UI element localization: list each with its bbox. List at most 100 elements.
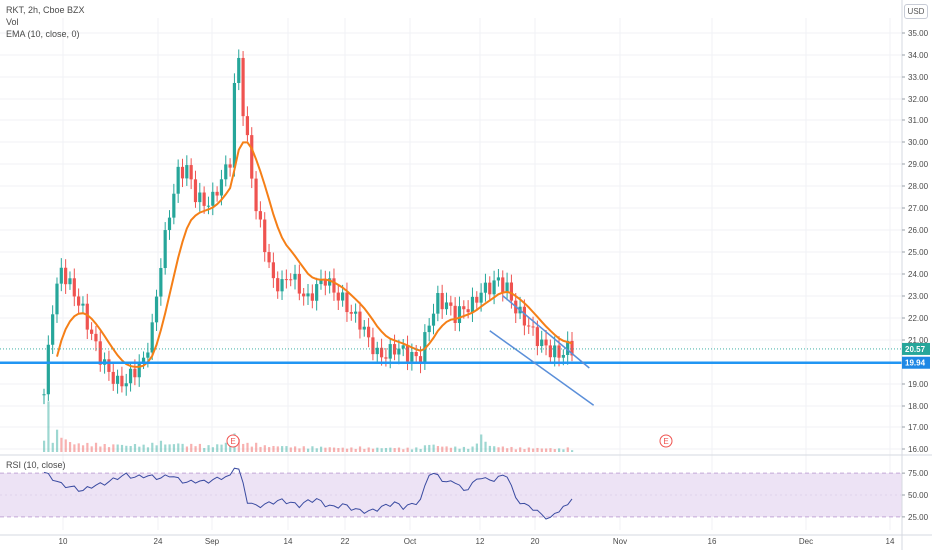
price-tick-label: 18.00 bbox=[908, 402, 929, 411]
volume-bar bbox=[203, 448, 206, 452]
volume-bar bbox=[493, 446, 496, 452]
volume-bar bbox=[298, 448, 301, 452]
candle-body bbox=[410, 351, 414, 362]
candle-body bbox=[544, 339, 548, 346]
volume-bar bbox=[549, 448, 552, 452]
candle-body bbox=[553, 345, 557, 358]
volume-bar bbox=[432, 444, 435, 452]
trend-drawings[interactable] bbox=[0, 295, 902, 406]
candle-body bbox=[505, 282, 509, 293]
candle-body bbox=[111, 371, 115, 384]
time-tick-label: 24 bbox=[154, 537, 163, 546]
candle-body bbox=[254, 178, 258, 212]
volume-bar bbox=[250, 446, 253, 452]
volume-bar bbox=[536, 447, 539, 452]
candle-body bbox=[405, 345, 410, 362]
volume-bar bbox=[68, 442, 72, 452]
volume-bar bbox=[458, 448, 461, 452]
candle-body bbox=[297, 273, 301, 294]
rsi-line bbox=[43, 467, 573, 520]
candle-body bbox=[557, 345, 561, 358]
price-tick-label: 33.00 bbox=[908, 73, 929, 82]
last-price-tag: 20.57 bbox=[905, 345, 926, 354]
volume-bar bbox=[289, 447, 292, 452]
volume-bar bbox=[514, 449, 517, 452]
volume-bar bbox=[566, 447, 569, 452]
candle-body bbox=[366, 326, 371, 338]
volume-bar bbox=[99, 446, 102, 452]
volume-bar bbox=[151, 442, 154, 452]
volume-bar bbox=[185, 446, 189, 452]
currency-button[interactable]: USD bbox=[904, 4, 928, 19]
earnings-marker-label: E bbox=[230, 437, 235, 446]
candle-body bbox=[349, 312, 353, 314]
volume-bar bbox=[177, 443, 180, 452]
candle-body bbox=[137, 363, 141, 378]
candle-body bbox=[94, 333, 98, 342]
price-tick-label: 29.00 bbox=[908, 160, 929, 169]
rsi-legend[interactable]: RSI (10, close) bbox=[6, 460, 66, 470]
volume-bar bbox=[497, 447, 500, 452]
volume-bar bbox=[475, 443, 478, 452]
support-price-tag: 19.94 bbox=[905, 359, 926, 368]
volume-bar bbox=[523, 449, 526, 452]
symbol-legend[interactable]: RKT, 2h, Cboe BZX bbox=[6, 5, 85, 15]
price-tick-label: 24.00 bbox=[908, 270, 929, 279]
candle-body bbox=[150, 322, 154, 353]
time-tick-label: 16 bbox=[708, 537, 717, 546]
volume-bar bbox=[402, 449, 405, 452]
candle-body bbox=[323, 279, 327, 286]
candle-body bbox=[81, 303, 85, 306]
rsi-tick-label: 75.00 bbox=[908, 469, 929, 478]
candle-body bbox=[561, 354, 565, 358]
channel-lower-line bbox=[489, 330, 595, 406]
volume-bar bbox=[354, 448, 357, 452]
volume-bar bbox=[55, 429, 59, 452]
candle-body bbox=[215, 191, 219, 196]
candle-body bbox=[154, 296, 159, 323]
candle-body bbox=[55, 283, 59, 315]
volume-bar bbox=[190, 443, 193, 452]
volume-bar bbox=[471, 446, 474, 452]
volume-bar bbox=[332, 447, 336, 452]
candle-body bbox=[280, 279, 284, 292]
time-tick-label: 22 bbox=[341, 537, 350, 546]
volume-legend[interactable]: Vol bbox=[6, 17, 19, 27]
candle-body bbox=[198, 192, 202, 203]
volume-bar bbox=[181, 443, 184, 452]
volume-bar bbox=[73, 444, 76, 452]
volume-bar bbox=[120, 444, 124, 452]
volume-bar bbox=[146, 447, 150, 452]
volume-bar bbox=[358, 446, 362, 452]
volume-bar bbox=[393, 448, 396, 452]
price-tick-label: 19.00 bbox=[908, 380, 929, 389]
ema-legend[interactable]: EMA (10, close, 0) bbox=[6, 29, 80, 39]
volume-bar bbox=[129, 446, 132, 452]
volume-bar bbox=[488, 445, 491, 452]
candle-body bbox=[384, 357, 388, 359]
volume-bar bbox=[224, 442, 227, 452]
volume-bar bbox=[220, 444, 223, 452]
candle-body bbox=[336, 292, 340, 301]
volume-bar bbox=[307, 448, 310, 452]
candle-body bbox=[276, 278, 280, 292]
volume-bar bbox=[363, 448, 366, 452]
support-price-tag-bg bbox=[902, 356, 930, 369]
time-tick-label: Nov bbox=[613, 537, 627, 546]
candle-body bbox=[566, 340, 570, 355]
volume-bar bbox=[259, 446, 262, 452]
candle-body bbox=[466, 309, 470, 313]
volume-bar bbox=[194, 446, 197, 452]
volume-bar bbox=[406, 447, 409, 452]
volume-bar bbox=[268, 447, 271, 452]
time-tick-label: 20 bbox=[531, 537, 540, 546]
candle-body bbox=[375, 347, 379, 355]
candle-body bbox=[479, 292, 483, 303]
candle-body bbox=[146, 352, 150, 358]
candle-body bbox=[509, 282, 514, 301]
candle-body bbox=[362, 326, 366, 330]
earnings-marker bbox=[226, 434, 240, 448]
